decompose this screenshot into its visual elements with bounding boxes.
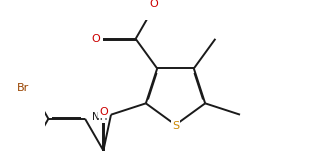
Text: O: O — [92, 34, 100, 44]
Text: Br: Br — [17, 83, 29, 93]
Text: O: O — [99, 107, 108, 117]
Text: NH: NH — [92, 112, 107, 122]
Text: S: S — [172, 121, 179, 131]
Text: O: O — [149, 0, 158, 9]
